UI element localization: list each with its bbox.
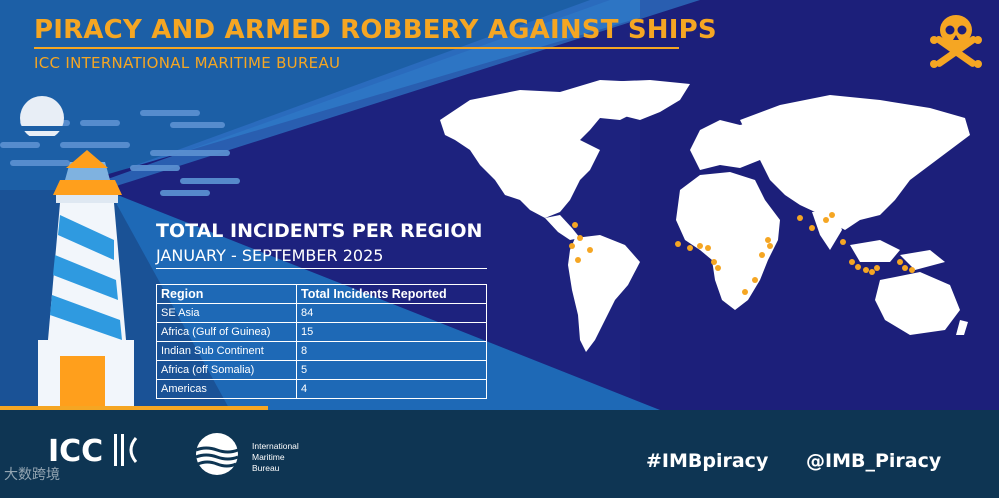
region-cell: Africa (off Somalia)	[156, 360, 297, 380]
icc-logo: ICC	[48, 434, 138, 469]
title-underline	[34, 47, 679, 49]
page-subtitle: ICC INTERNATIONAL MARITIME BUREAU	[34, 54, 341, 72]
panel-divider	[156, 268, 487, 269]
icc-logo-text: ICC	[48, 434, 103, 469]
total-cell: 84	[296, 303, 487, 323]
accent-strip	[0, 406, 268, 412]
page-title: PIRACY AND ARMED ROBBERY AGAINST SHIPS	[34, 15, 717, 45]
table-row: Indian Sub Continent 8	[156, 341, 487, 361]
moon-icon	[20, 96, 64, 140]
skull-crossbones-icon	[930, 15, 982, 68]
region-cell: Africa (Gulf of Guinea)	[156, 322, 297, 342]
footer-bar	[0, 410, 999, 498]
table-row: Africa (off Somalia) 5	[156, 360, 487, 380]
incident-markers	[569, 212, 915, 295]
hashtag-link[interactable]: #IMBpiracy	[646, 450, 769, 472]
world-map	[440, 80, 970, 352]
column-header-total: Total Incidents Reported	[296, 284, 487, 304]
total-cell: 5	[296, 360, 487, 380]
lighthouse-illustration	[38, 150, 134, 410]
table-row: SE Asia 84	[156, 303, 487, 323]
column-header-region: Region	[156, 284, 297, 304]
table-header-row: Region Total Incidents Reported	[156, 284, 487, 304]
region-cell: Americas	[156, 379, 297, 399]
imb-logo-icon	[195, 433, 239, 475]
watermark: 大数跨境	[4, 467, 60, 483]
total-cell: 8	[296, 341, 487, 361]
total-cell: 15	[296, 322, 487, 342]
imb-logo-text: International Maritime Bureau	[252, 441, 299, 473]
incidents-table: Region Total Incidents Reported SE Asia …	[156, 284, 487, 399]
region-cell: Indian Sub Continent	[156, 341, 297, 361]
region-cell: SE Asia	[156, 303, 297, 323]
total-cell: 4	[296, 379, 487, 399]
table-row: Americas 4	[156, 379, 487, 399]
twitter-handle-link[interactable]: @IMB_Piracy	[806, 450, 942, 472]
panel-title: TOTAL INCIDENTS PER REGION	[156, 220, 483, 242]
table-row: Africa (Gulf of Guinea) 15	[156, 322, 487, 342]
panel-period: JANUARY - SEPTEMBER 2025	[156, 246, 384, 265]
